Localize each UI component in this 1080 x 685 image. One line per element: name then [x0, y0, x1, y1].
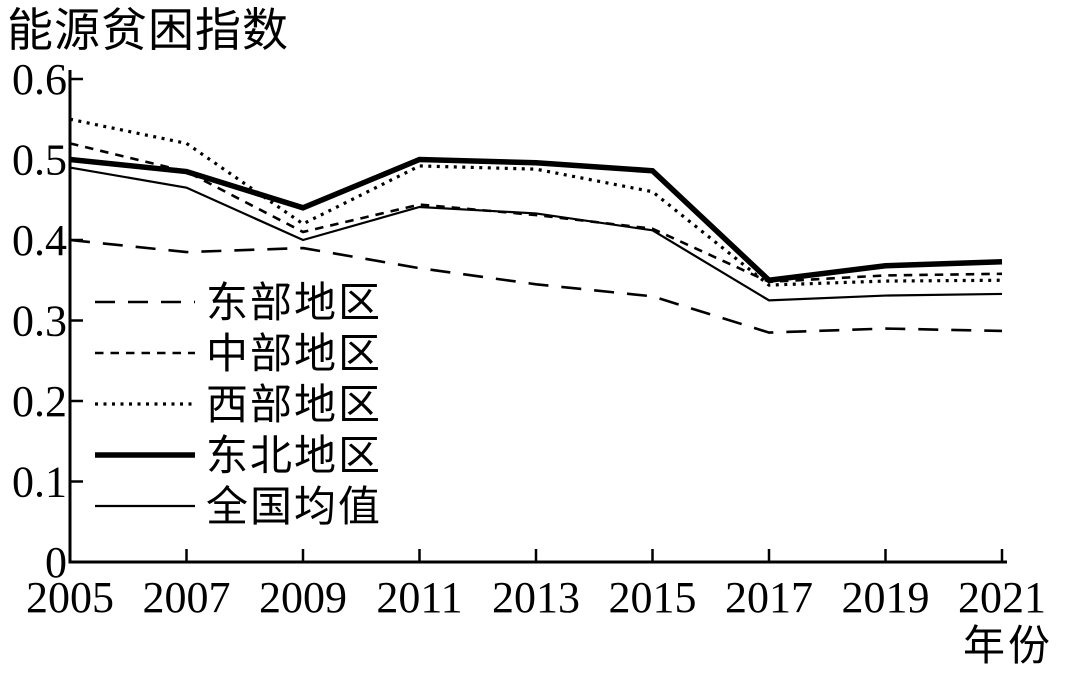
- legend-label: 中部地区: [206, 332, 382, 378]
- legend-item: 全国均值: [95, 484, 382, 531]
- series-line-thick-solid: [69, 156, 1003, 284]
- y-tick-label: 0.6: [12, 55, 67, 104]
- x-tick-label: 2011: [376, 573, 462, 622]
- x-tick-label: 2013: [492, 573, 580, 622]
- x-tick-label: 2007: [143, 573, 231, 622]
- y-tick-label: 0.5: [12, 136, 67, 185]
- y-tick-label: 0.2: [12, 377, 67, 426]
- x-tick-label: 2017: [725, 573, 813, 622]
- axis-lines: [68, 70, 1007, 564]
- legend-item: 东北地区: [95, 433, 382, 480]
- y-tick-label: 0.4: [12, 216, 67, 265]
- y-tick-label: 0.3: [12, 297, 67, 346]
- legend-item: 东部地区: [95, 280, 382, 327]
- x-axis-title: 年份: [963, 623, 1053, 670]
- series-line-short-dash: [69, 142, 1003, 284]
- series-line-long-dash: [69, 238, 1003, 334]
- series-line-dotted: [69, 117, 1003, 287]
- legend-label: 东部地区: [206, 280, 382, 327]
- x-tick-label: 2009: [259, 573, 347, 622]
- axes: 0 0.1 0.2 0.3 0.4 0.5 0.6 2005 2007 2009 2011 2013 2…: [12, 55, 1046, 622]
- y-tick-label: 0.1: [12, 458, 67, 507]
- legend-label: 西部地区: [206, 383, 382, 429]
- y-tick-label: 0: [45, 538, 67, 587]
- series-lines: [69, 117, 1003, 334]
- legend-item: 西部地区: [95, 383, 382, 429]
- x-tick-label: 2005: [26, 573, 114, 622]
- x-tick-label: 2019: [842, 573, 930, 622]
- series-line-thin-solid: [69, 166, 1003, 302]
- legend-item: 中部地区: [95, 332, 382, 378]
- x-tick-label: 2015: [609, 573, 697, 622]
- x-tick-label: 2021: [958, 573, 1046, 622]
- y-axis-title: 能源贫困指数: [7, 5, 289, 56]
- legend-label: 全国均值: [206, 484, 382, 531]
- legend-label: 东北地区: [206, 433, 382, 480]
